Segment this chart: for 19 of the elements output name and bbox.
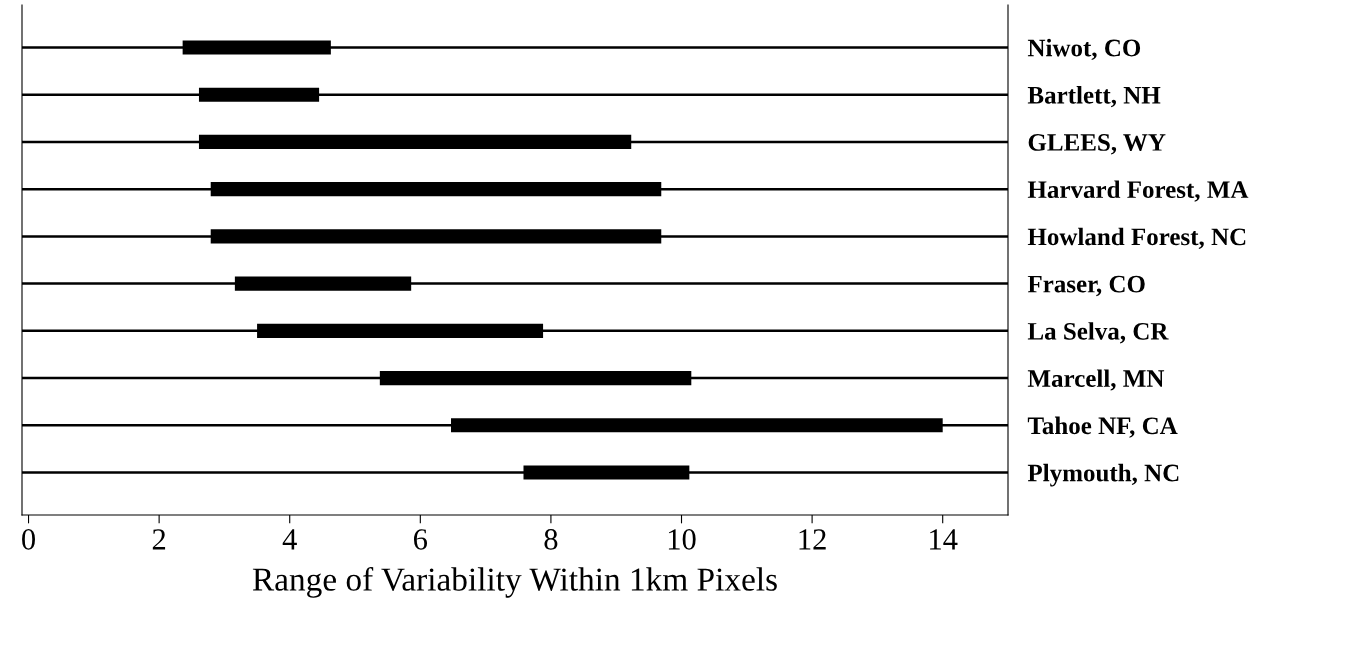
- y-tick-label: GLEES, WY: [1028, 134, 1166, 155]
- y-tick-label: Harvard Forest, MA: [1027, 180, 1249, 202]
- y-tick-label: Fraser, CO: [1027, 275, 1145, 297]
- x-tick-label: 8: [544, 529, 558, 550]
- y-tick-label: Howland Forest, NC: [1027, 227, 1246, 249]
- x-tick-label: 4: [282, 529, 297, 550]
- y-tick-label: La Selva, CR: [1027, 322, 1169, 344]
- y-tick-label: Marcell, MN: [1027, 369, 1165, 391]
- y-tick-label: Bartlett, NH: [1027, 86, 1161, 108]
- y-tick-label: Niwot, CO: [1027, 38, 1141, 61]
- x-axis-title: Range of Variability Within 1km Pixels: [252, 567, 777, 598]
- y-tick-label: Tahoe NF, CA: [1027, 416, 1178, 438]
- y-tick-label: Plymouth, NC: [1027, 463, 1179, 487]
- x-tick-label: 14: [930, 529, 958, 550]
- x-tick-label: 0: [22, 529, 35, 550]
- x-tick-label: 10: [668, 529, 696, 550]
- x-tick-label: 12: [799, 529, 826, 550]
- x-tick-label: 6: [413, 529, 428, 550]
- x-tick-label: 2: [152, 529, 166, 550]
